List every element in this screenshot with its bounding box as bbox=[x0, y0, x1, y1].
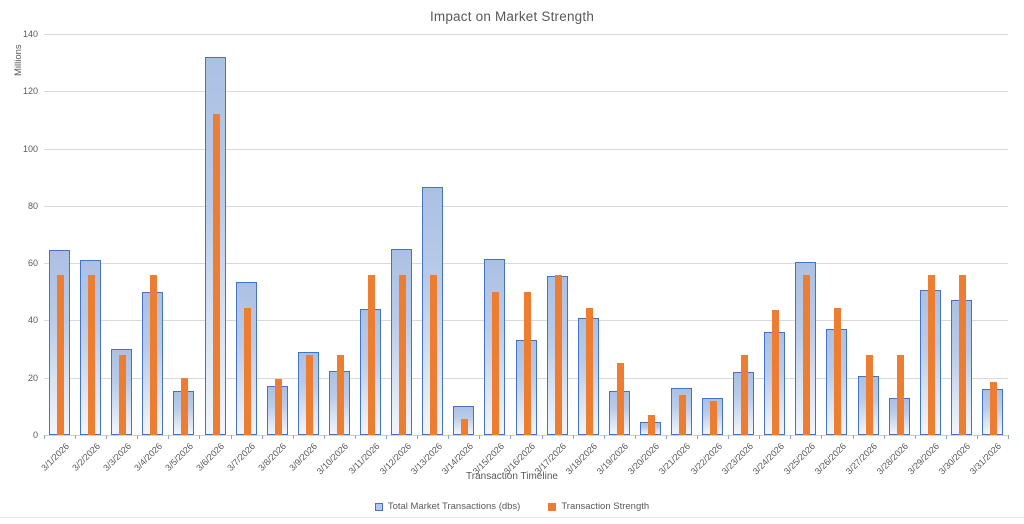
legend-label-transaction-strength: Transaction Strength bbox=[561, 501, 650, 512]
gridline bbox=[44, 91, 1008, 93]
x-axis-tick bbox=[417, 435, 419, 439]
x-axis-tick bbox=[137, 435, 139, 439]
x-axis-tick bbox=[75, 435, 77, 439]
x-axis-category-label: 3/3/2026 bbox=[100, 441, 133, 473]
x-axis-tick bbox=[914, 435, 916, 439]
x-axis-line bbox=[44, 435, 1008, 436]
transaction-strength-bar[interactable] bbox=[336, 354, 344, 435]
transaction-strength-bar[interactable] bbox=[461, 419, 469, 435]
legend: Total Market Transactions (dbs) Transact… bbox=[0, 501, 1024, 512]
x-axis-tick bbox=[603, 435, 605, 439]
x-axis-title: Transaction Timeline bbox=[466, 471, 558, 482]
x-axis-tick bbox=[292, 435, 294, 439]
transaction-strength-bar[interactable] bbox=[150, 274, 158, 435]
x-axis-tick bbox=[883, 435, 885, 439]
x-axis-tick bbox=[697, 435, 699, 439]
transaction-strength-bar[interactable] bbox=[492, 291, 500, 435]
legend-label-total-market-transactions: Total Market Transactions (dbs) bbox=[387, 501, 521, 512]
transaction-strength-bar[interactable] bbox=[430, 274, 438, 435]
x-axis-tick bbox=[106, 435, 108, 439]
transaction-strength-bar[interactable] bbox=[710, 400, 718, 435]
transaction-strength-bar[interactable] bbox=[678, 394, 686, 435]
x-axis-tick bbox=[572, 435, 574, 439]
transaction-strength-bar[interactable] bbox=[181, 377, 189, 435]
x-axis-tick bbox=[790, 435, 792, 439]
legend-swatch-blue-icon bbox=[374, 502, 383, 511]
x-axis-category-label: 3/8/2026 bbox=[256, 441, 289, 473]
x-axis-tick bbox=[945, 435, 947, 439]
gridline bbox=[44, 34, 1008, 35]
x-axis-category-label: 3/1/2026 bbox=[38, 441, 71, 473]
transaction-strength-bar[interactable] bbox=[865, 354, 873, 435]
transaction-strength-bar[interactable] bbox=[896, 354, 904, 435]
y-axis-tick-label: 0 bbox=[32, 430, 38, 440]
transaction-strength-bar[interactable] bbox=[772, 310, 780, 435]
transaction-strength-bar[interactable] bbox=[57, 274, 65, 435]
y-axis-tick-label: 140 bbox=[22, 29, 38, 39]
x-axis-tick bbox=[976, 435, 978, 439]
gridline bbox=[44, 263, 1008, 265]
transaction-strength-bar[interactable] bbox=[989, 382, 997, 435]
x-axis-tick bbox=[821, 435, 823, 439]
chart-title: Impact on Market Strength bbox=[429, 9, 595, 24]
x-axis-tick bbox=[230, 435, 232, 439]
transaction-strength-bar[interactable] bbox=[958, 274, 966, 435]
x-axis-category-label: 3/4/2026 bbox=[132, 441, 164, 473]
x-axis-category-label: 3/6/2026 bbox=[194, 441, 227, 473]
x-axis-tick bbox=[448, 435, 450, 439]
x-axis-tick bbox=[479, 435, 481, 439]
x-axis-tick bbox=[199, 435, 201, 439]
y-axis-tick-label: 20 bbox=[27, 372, 38, 383]
transaction-strength-bar[interactable] bbox=[243, 307, 251, 435]
transaction-strength-bar[interactable] bbox=[399, 274, 407, 435]
transaction-strength-bar[interactable] bbox=[647, 414, 655, 435]
transaction-strength-bar[interactable] bbox=[523, 291, 531, 435]
x-axis-category-label: 3/7/2026 bbox=[225, 441, 258, 473]
x-axis-tick bbox=[261, 435, 263, 439]
legend-item-total-market-transactions[interactable]: Total Market Transactions (dbs) bbox=[374, 501, 521, 512]
transaction-strength-bar[interactable] bbox=[274, 379, 282, 435]
y-axis-tick-label: 100 bbox=[22, 143, 38, 154]
transaction-strength-bar[interactable] bbox=[119, 354, 127, 435]
transaction-strength-bar[interactable] bbox=[585, 307, 593, 435]
transaction-strength-bar[interactable] bbox=[554, 274, 562, 435]
y-axis-tick-label: 60 bbox=[27, 258, 38, 269]
x-axis-tick bbox=[634, 435, 636, 439]
window-bottom-edge bbox=[0, 517, 1024, 518]
x-axis-tick bbox=[1008, 435, 1009, 439]
x-axis-category-label: 3/5/2026 bbox=[163, 441, 196, 473]
transaction-strength-bar[interactable] bbox=[803, 274, 811, 435]
x-axis-tick bbox=[386, 435, 388, 439]
x-axis-tick bbox=[728, 435, 730, 439]
legend-swatch-orange-icon bbox=[548, 502, 557, 511]
x-axis-tick bbox=[665, 435, 667, 439]
gridline bbox=[44, 148, 1008, 150]
y-axis-title: Millions bbox=[13, 44, 24, 76]
x-axis-tick bbox=[852, 435, 854, 439]
x-axis-tick bbox=[354, 435, 356, 439]
x-axis-category-label: 3/2/2026 bbox=[69, 441, 102, 473]
x-axis-tick bbox=[759, 435, 761, 439]
y-axis-tick-label: 80 bbox=[27, 200, 38, 211]
transaction-strength-bar[interactable] bbox=[305, 354, 313, 435]
transaction-strength-bar[interactable] bbox=[834, 307, 842, 435]
transaction-strength-bar[interactable] bbox=[88, 274, 96, 435]
transaction-strength-bar[interactable] bbox=[741, 354, 749, 435]
x-axis-tick bbox=[168, 435, 170, 439]
gridline bbox=[44, 205, 1008, 207]
y-axis-tick-label: 120 bbox=[22, 86, 38, 97]
y-axis-tick-label: 40 bbox=[27, 315, 38, 326]
transaction-strength-bar[interactable] bbox=[368, 274, 376, 435]
x-axis-tick bbox=[323, 435, 325, 439]
legend-item-transaction-strength[interactable]: Transaction Strength bbox=[548, 501, 649, 512]
transaction-strength-bar[interactable] bbox=[927, 274, 935, 435]
x-axis-tick bbox=[541, 435, 543, 439]
x-axis-tick bbox=[510, 435, 512, 439]
transaction-strength-bar[interactable] bbox=[212, 114, 220, 435]
transaction-strength-bar[interactable] bbox=[616, 363, 624, 435]
x-axis-tick bbox=[44, 435, 45, 439]
